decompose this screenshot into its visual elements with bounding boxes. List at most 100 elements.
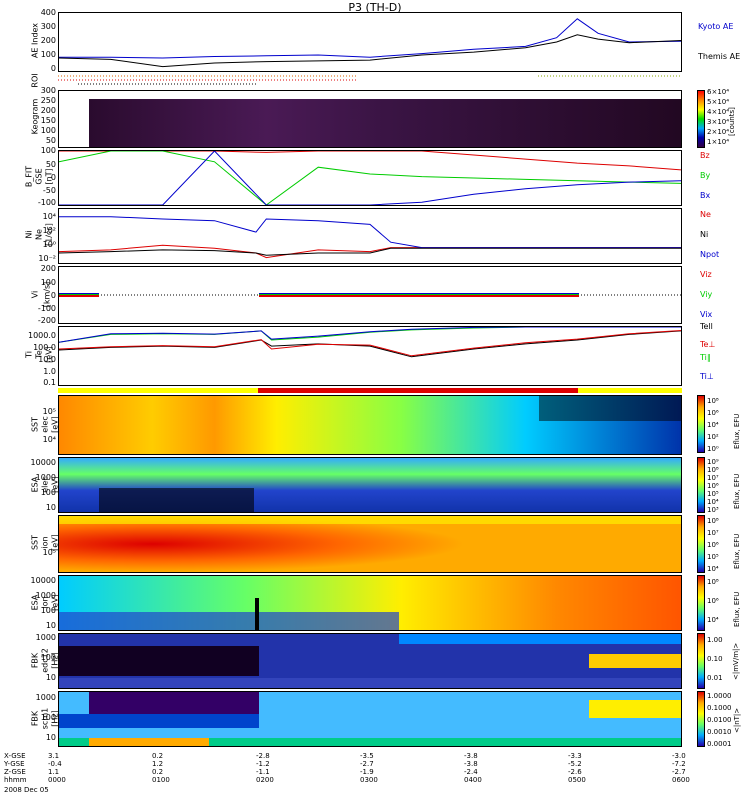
esa-electron-cb-6: 10³ bbox=[707, 506, 719, 514]
esa-electron-tick-1000: 1000 bbox=[35, 473, 56, 482]
keogram-cb-3e4: 3×10⁴ bbox=[707, 118, 730, 126]
fbk-edc12-panel bbox=[58, 633, 682, 689]
xaxis-col-0-row-3: 0000 bbox=[48, 776, 66, 784]
esa-ion-unit: [eV] bbox=[50, 594, 60, 611]
keogram-panel bbox=[58, 90, 682, 148]
fbk-scm1-cb-1: 0.1000 bbox=[707, 704, 732, 712]
fbk-edc12-tick-10: 10 bbox=[45, 673, 56, 682]
xaxis-col-6-row-1: -7.2 bbox=[672, 760, 686, 768]
xaxis-col-0-row-2: 1.1 bbox=[48, 768, 60, 776]
density-tick-1e0: 10⁰ bbox=[42, 240, 56, 249]
xaxis-col-4-row-0: -3.8 bbox=[464, 752, 478, 760]
sst-ion-panel bbox=[58, 515, 682, 573]
xaxis-col-3-row-2: -1.9 bbox=[360, 768, 374, 776]
bfit-svg-series-2 bbox=[59, 151, 681, 205]
sst-electron-colorbar bbox=[697, 395, 705, 453]
xaxis-col-0-row-1: -0.4 bbox=[48, 760, 62, 768]
ae-index-plot bbox=[59, 18, 681, 68]
xaxis-col-1-row-1: 1.2 bbox=[152, 760, 164, 768]
fbk-scm1-cb-4: 0.0001 bbox=[707, 740, 732, 748]
bfit-plot bbox=[59, 151, 681, 205]
esa-ion-cb-2: 10⁴ bbox=[707, 616, 719, 624]
temperature-tick-1: 1.0 bbox=[43, 367, 56, 376]
esa-ion-ylabel: ESA bbox=[30, 594, 40, 611]
velocity-tick-200: 200 bbox=[40, 264, 56, 273]
dens-svg-series-0 bbox=[59, 244, 681, 259]
velocity-band-1-2 bbox=[259, 295, 579, 297]
sst-electron-cb-0: 10⁸ bbox=[707, 397, 719, 405]
sst-ion-unit: [eV] bbox=[50, 534, 60, 551]
velocity-plot bbox=[59, 293, 681, 297]
temperature-tick-100: 100.0 bbox=[33, 343, 56, 352]
xaxis-col-1-row-3: 0100 bbox=[152, 776, 170, 784]
esa-electron-panel bbox=[58, 457, 682, 513]
xaxis-col-3-row-0: -3.5 bbox=[360, 752, 374, 760]
fbk-edc12-cb-0: 1.00 bbox=[707, 636, 723, 644]
sst-ion-ylabel2: ion bbox=[40, 536, 50, 549]
xaxis-col-6-row-0: -3.0 bbox=[672, 752, 686, 760]
legend-ti-perp: Ti⊥ bbox=[700, 372, 714, 381]
sst-ion-cb-0: 10⁸ bbox=[707, 517, 719, 525]
xaxis-col-2-row-1: -1.2 bbox=[256, 760, 270, 768]
xaxis-col-3-row-3: 0300 bbox=[360, 776, 378, 784]
density-tick-1em2: 10⁻² bbox=[38, 254, 56, 263]
sst-electron-cb-4: 10⁰ bbox=[707, 445, 719, 453]
bfit-tick-100: 100 bbox=[40, 146, 56, 155]
fbk-edc12-cb-1: 0.10 bbox=[707, 655, 723, 663]
roi-plot bbox=[58, 75, 682, 85]
esa-ion-tick-10: 10 bbox=[45, 621, 56, 630]
esa-ion-tick-100: 100 bbox=[40, 606, 56, 615]
velocity-tick-100: 100 bbox=[40, 278, 56, 287]
xaxis-col-1-row-0: 0.2 bbox=[152, 752, 164, 760]
sst-electron-spectrogram bbox=[59, 396, 681, 454]
fbk-scm1-cb-3: 0.0010 bbox=[707, 728, 732, 736]
legend-bx: Bx bbox=[700, 191, 711, 200]
ae-svg-series-0 bbox=[59, 18, 681, 59]
keogram-cb-5e4: 5×10⁴ bbox=[707, 98, 730, 106]
xaxis-col-1-row-2: 0.2 bbox=[152, 768, 164, 776]
fbk-edc12-cb-2: 0.01 bbox=[707, 674, 723, 682]
legend-vix: Vix bbox=[700, 310, 713, 319]
temperature-tick-10: 10.0 bbox=[38, 355, 56, 364]
temperature-tick-1000: 1000.0 bbox=[28, 331, 56, 340]
xaxis-row-xgse: X-GSE bbox=[4, 752, 26, 760]
sst-electron-tick-1e4: 10⁴ bbox=[42, 435, 56, 444]
xaxis-col-0-row-0: 3.1 bbox=[48, 752, 60, 760]
keogram-colorbar bbox=[697, 90, 705, 148]
ae-index-panel bbox=[58, 12, 682, 72]
esa-electron-colorbar bbox=[697, 457, 705, 513]
ae-tick-100: 100 bbox=[40, 50, 56, 59]
sst-electron-cb-title: Eflux, EFU bbox=[733, 413, 741, 449]
dens-svg-series-2 bbox=[59, 247, 681, 256]
fbk-scm1-spectrogram bbox=[59, 692, 681, 746]
ae-tick-200: 200 bbox=[40, 36, 56, 45]
dens-svg-series-1 bbox=[59, 216, 681, 249]
sst-ion-tick-1e5: 10⁵ bbox=[42, 548, 56, 557]
xaxis-col-5-row-0: -3.3 bbox=[568, 752, 582, 760]
sst-ion-cb-2: 10⁶ bbox=[707, 541, 719, 549]
sst-electron-panel bbox=[58, 395, 682, 455]
legend-viz: Viz bbox=[700, 270, 712, 279]
velocity-tick-0: 0 bbox=[50, 291, 56, 300]
velocity-tick-m100: -100 bbox=[37, 304, 56, 313]
sst-electron-cb-3: 10² bbox=[707, 433, 719, 441]
keogram-tick-250: 250 bbox=[40, 96, 56, 105]
xaxis-col-2-row-2: -1.1 bbox=[256, 768, 270, 776]
sst-electron-cb-2: 10⁴ bbox=[707, 421, 719, 429]
esa-electron-ylabel: ESA bbox=[30, 476, 40, 493]
keogram-tick-300: 300 bbox=[40, 86, 56, 95]
esa-electron-cb-3: 10⁶ bbox=[707, 482, 719, 490]
keogram-tick-200: 200 bbox=[40, 106, 56, 115]
esa-electron-cb-1: 10⁸ bbox=[707, 466, 719, 474]
esa-ion-spectrogram bbox=[59, 576, 681, 630]
esa-ion-colorbar bbox=[697, 575, 705, 631]
fbk-scm1-tick-1000: 1000 bbox=[35, 693, 56, 702]
xaxis-col-5-row-1: -5.2 bbox=[568, 760, 582, 768]
sst-electron-tick-1e5: 10⁵ bbox=[42, 407, 56, 416]
temperature-tick-0.1: 0.1 bbox=[43, 378, 56, 387]
esa-ion-tick-10000: 10000 bbox=[30, 576, 56, 585]
sst-ion-cb-1: 10⁷ bbox=[707, 529, 719, 537]
esa-electron-cb-5: 10⁴ bbox=[707, 498, 719, 506]
sst-electron-cb-1: 10⁶ bbox=[707, 409, 719, 417]
